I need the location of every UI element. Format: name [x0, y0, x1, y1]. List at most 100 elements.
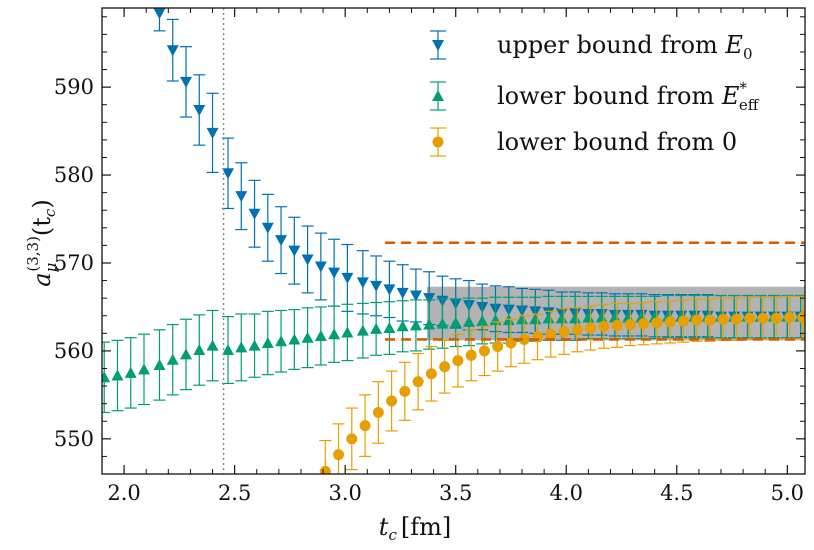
plot-area — [102, 8, 805, 474]
data-point — [638, 318, 650, 330]
data-point — [153, 358, 166, 370]
data-point — [341, 326, 354, 338]
x-tick-label: 2.5 — [218, 481, 251, 505]
data-point — [193, 104, 206, 116]
data-point — [248, 208, 261, 220]
data-point — [193, 344, 206, 356]
plot-frame — [101, 7, 806, 475]
data-point — [409, 290, 422, 302]
data-point — [261, 336, 274, 348]
data-point — [582, 311, 595, 323]
data-point — [730, 313, 742, 325]
data-point — [370, 280, 383, 292]
data-point — [744, 312, 756, 324]
y-tick-label: 560 — [54, 339, 94, 363]
data-series — [102, 8, 805, 474]
data-point — [319, 465, 331, 474]
data-point — [301, 331, 314, 343]
data-point — [492, 341, 504, 353]
data-point — [235, 191, 248, 203]
data-point — [222, 344, 235, 356]
data-point — [180, 348, 193, 360]
data-point — [545, 328, 557, 340]
x-tick-label: 3.5 — [439, 481, 472, 505]
legend-marker — [432, 40, 444, 51]
data-point — [412, 376, 424, 388]
y-tick-label: 580 — [54, 163, 94, 187]
data-point — [691, 314, 703, 326]
data-point — [275, 335, 288, 347]
data-point — [757, 312, 769, 324]
data-point — [449, 316, 462, 328]
data-point — [396, 320, 409, 332]
data-point — [102, 371, 111, 383]
data-point — [301, 254, 314, 266]
data-point — [180, 76, 193, 88]
data-point — [383, 284, 396, 296]
data-point — [275, 235, 288, 247]
data-point — [261, 222, 274, 234]
data-point — [478, 345, 490, 357]
data-point — [462, 315, 475, 327]
data-point — [153, 8, 166, 20]
x-tick-label: 4.0 — [550, 481, 583, 505]
data-point — [288, 245, 301, 257]
data-point — [423, 318, 436, 330]
data-point — [124, 366, 137, 378]
data-point — [206, 339, 219, 351]
data-point — [356, 324, 369, 336]
data-point — [611, 319, 623, 331]
data-point — [346, 433, 358, 445]
data-point — [518, 333, 530, 345]
data-point — [476, 315, 489, 327]
data-point — [542, 312, 555, 324]
x-tick-label: 5.0 — [771, 481, 804, 505]
data-point — [770, 312, 782, 324]
data-point — [569, 312, 582, 324]
data-point — [595, 311, 608, 323]
data-point — [677, 315, 689, 327]
data-point — [333, 449, 345, 461]
data-point — [784, 311, 796, 323]
data-point — [111, 369, 124, 381]
reference-lines — [222, 8, 805, 474]
data-point — [555, 312, 568, 324]
data-point — [624, 319, 636, 331]
data-point — [717, 313, 729, 325]
data-point — [235, 341, 248, 353]
data-point — [359, 420, 371, 432]
data-point — [516, 313, 529, 325]
data-point — [529, 313, 542, 325]
legend-entry-0: upper bound from E0 — [430, 30, 752, 63]
legend-entry-1: lower bound from E* eff — [430, 79, 760, 114]
x-tick-label: 2.0 — [107, 481, 140, 505]
legend-entry-2: lower bound from 0 — [430, 127, 737, 157]
data-point — [465, 349, 477, 361]
data-point — [166, 45, 179, 57]
data-point — [558, 326, 570, 338]
data-point — [341, 272, 354, 284]
legend: upper bound from E0 lower bound from E* ef… — [430, 30, 760, 157]
legend-label: lower bound from 0 — [497, 128, 737, 156]
data-point — [608, 311, 621, 323]
data-point — [383, 322, 396, 334]
data-point — [372, 406, 384, 418]
data-point — [138, 363, 151, 375]
x-tick-label: 4.5 — [660, 481, 693, 505]
y-tick-label: 570 — [54, 251, 94, 275]
data-point — [436, 317, 449, 329]
data-point — [328, 328, 341, 340]
data-point — [797, 311, 805, 323]
data-point — [598, 320, 610, 332]
legend-label: lower bound from E* eff — [497, 79, 760, 114]
x-axis-label: tc [fm] — [379, 513, 451, 544]
data-point — [386, 395, 398, 407]
data-point — [651, 317, 663, 329]
y-tick-label: 550 — [54, 427, 94, 451]
data-point — [248, 339, 261, 351]
data-point — [396, 287, 409, 299]
axis-ticks: 2.0 2.5 3.0 3.5 4.0 4.5 5.0 550 560 570 580 590 — [54, 8, 805, 505]
data-point — [314, 261, 327, 273]
data-point — [314, 329, 327, 341]
